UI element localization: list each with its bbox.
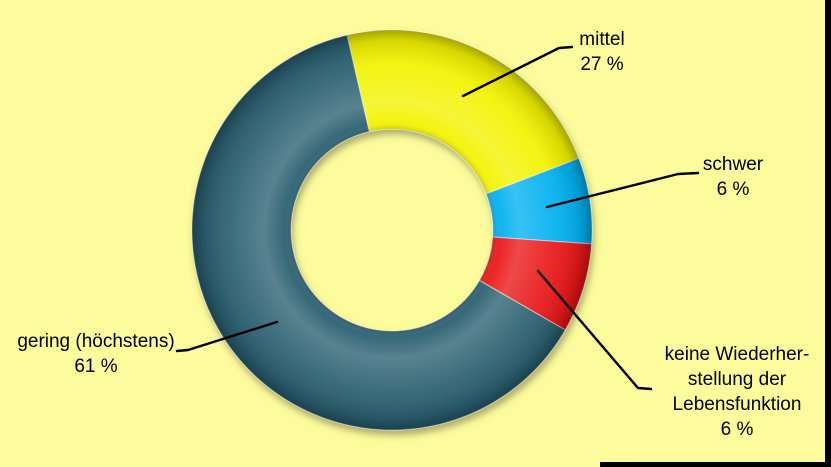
label-mittel-text: mittel xyxy=(579,29,625,50)
label-keine-line1: keine Wiederher- xyxy=(664,344,810,365)
screen-edge-bottom xyxy=(600,462,831,467)
leader-line-keine-wiederherstellung xyxy=(536,269,653,391)
label-gering-value: 61 % xyxy=(74,356,118,377)
label-schwer: schwer 6 % xyxy=(703,152,763,202)
donut-slices xyxy=(191,29,593,431)
label-keine-line3: Lebensfunktion xyxy=(672,394,802,415)
leader-line-schwer xyxy=(545,171,700,209)
screen-edge-right xyxy=(825,0,831,467)
label-gering-text: gering (höchstens) xyxy=(17,331,175,352)
label-keine-wiederherstellung: keine Wiederher- stellung der Lebensfunk… xyxy=(665,342,810,442)
label-schwer-value: 6 % xyxy=(716,179,750,200)
label-mittel-value: 27 % xyxy=(580,54,624,75)
label-keine-value: 6 % xyxy=(720,419,754,440)
leader-line-gering xyxy=(175,320,279,353)
label-mittel: mittel 27 % xyxy=(579,27,624,77)
label-gering: gering (höchstens) 61 % xyxy=(17,329,174,379)
label-schwer-text: schwer xyxy=(702,154,764,175)
leader-line-mittel xyxy=(461,45,574,98)
label-keine-line2: stellung der xyxy=(687,369,787,390)
